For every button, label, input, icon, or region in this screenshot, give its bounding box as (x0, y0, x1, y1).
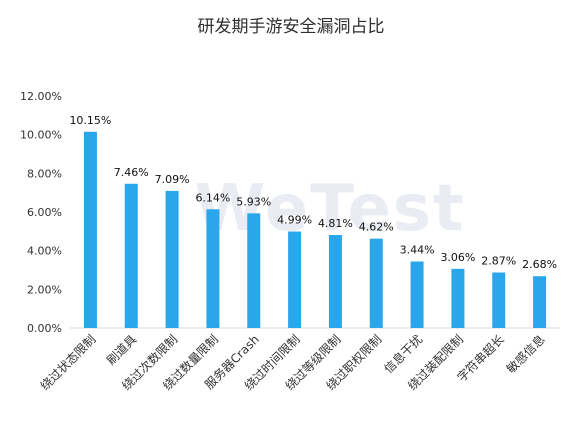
bar (165, 190, 179, 328)
category-label: 绕过状态限制 (38, 332, 99, 393)
chart-title: 研发期手游安全漏洞占比 (198, 17, 385, 37)
data-label: 7.09% (155, 173, 190, 186)
bar (124, 183, 138, 328)
data-label: 10.15% (69, 114, 111, 127)
bar (206, 209, 220, 328)
data-label: 6.14% (195, 191, 230, 204)
y-axis: 0.00% 2.00% 4.00% 6.00% 8.00% 10.00% 12.00% (20, 90, 62, 335)
bar (328, 235, 342, 328)
y-tick-label: 8.00% (27, 167, 62, 180)
bar (288, 231, 302, 328)
data-label: 5.93% (236, 195, 271, 208)
bar (410, 261, 424, 328)
y-tick-label: 6.00% (27, 206, 62, 219)
data-labels-group: 10.15% 7.46% 7.09% 6.14% 5.93% 4.99% 4.81% 4.62… (69, 114, 557, 271)
bar (369, 238, 383, 328)
y-tick-label: 0.00% (27, 322, 62, 335)
data-label: 2.68% (522, 258, 557, 271)
data-label: 7.46% (114, 166, 149, 179)
y-tick-label: 10.00% (20, 129, 62, 142)
bar (247, 213, 261, 328)
data-label: 2.87% (481, 255, 516, 268)
bar (533, 276, 547, 328)
x-axis: 绕过状态限制 刷道具绕过次数限制绕过数量限制服务器Crash绕过时间限制绕过等级限… (38, 332, 548, 394)
bar (492, 272, 506, 328)
data-label: 3.06% (440, 251, 475, 264)
category-label: 刷道具 (104, 332, 139, 367)
bars-group (83, 131, 547, 328)
bar (83, 131, 97, 328)
y-tick-label: 12.00% (20, 90, 62, 103)
data-label: 4.99% (277, 214, 312, 227)
watermark: WeTest (195, 172, 466, 246)
data-label: 4.62% (359, 221, 394, 234)
y-tick-label: 2.00% (27, 283, 62, 296)
data-label: 3.44% (400, 243, 435, 256)
category-label: 敏感信息 (503, 332, 548, 377)
y-tick-label: 4.00% (27, 245, 62, 258)
data-label: 4.81% (318, 217, 353, 230)
bar (451, 268, 465, 328)
